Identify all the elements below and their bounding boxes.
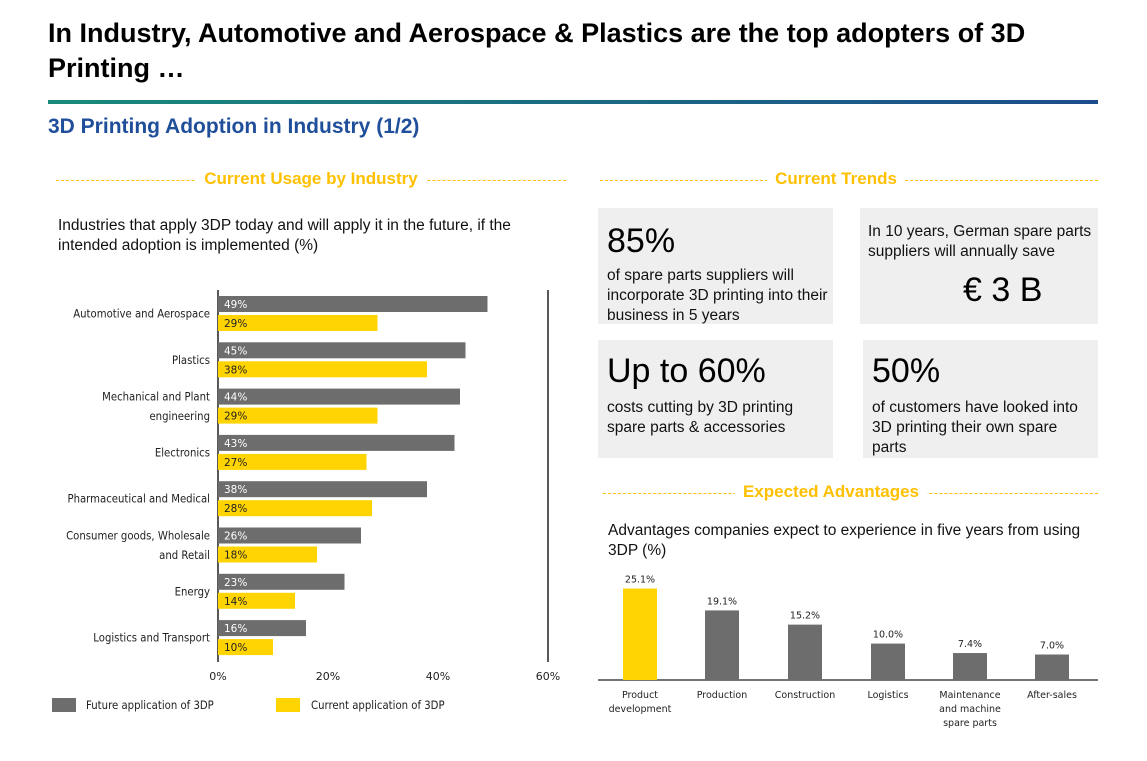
advantages-category-label: After-sales <box>1027 690 1077 701</box>
usage-bar-current-label: 14% <box>224 596 247 608</box>
legend-label-current: Current application of 3DP <box>311 698 445 712</box>
usage-bar-current-label: 29% <box>224 318 247 330</box>
usage-category-label: Logistics and Transport <box>93 631 210 645</box>
usage-bar-current-label: 38% <box>224 364 247 376</box>
legend-swatch-future <box>52 698 76 712</box>
usage-bar-future-label: 16% <box>224 623 247 635</box>
legend-label-future: Future application of 3DP <box>86 698 214 712</box>
advantages-category-label: Product <box>622 690 658 701</box>
legend-swatch-current <box>276 698 300 712</box>
page-title: In Industry, Automotive and Aerospace & … <box>48 18 1026 83</box>
advantages-bar-label: 7.4% <box>958 639 982 650</box>
trend-card-cost-cutting: Up to 60% costs cutting by 3D printing s… <box>598 340 833 458</box>
trend-card-savings: In 10 years, German spare parts supplier… <box>860 208 1098 324</box>
usage-bar-current <box>218 639 273 656</box>
advantages-bar-label: 19.1% <box>707 596 737 607</box>
usage-bar-future-label: 44% <box>224 392 247 404</box>
usage-category-label: and Retail <box>159 548 210 562</box>
usage-bar-current <box>218 546 317 563</box>
usage-bar-current <box>218 453 367 470</box>
usage-x-tick-label: 60% <box>536 670 560 683</box>
advantages-bar <box>788 624 822 680</box>
trend-card-cost-cutting-text: costs cutting by 3D printing spare parts… <box>607 399 794 436</box>
advantages-bar-label: 7.0% <box>1040 641 1064 652</box>
usage-bar-future-label: 38% <box>224 484 247 496</box>
advantages-bar <box>953 653 987 680</box>
usage-bar-current <box>218 592 295 609</box>
advantages-category-label: development <box>609 704 672 715</box>
usage-caption: Industries that apply 3DP today and will… <box>58 217 511 254</box>
trend-card-customers: 50% of customers have looked into 3D pri… <box>863 340 1098 458</box>
usage-bar-current-label: 27% <box>224 457 247 469</box>
usage-bar-future-label: 43% <box>224 438 247 450</box>
usage-x-tick-label: 0% <box>209 670 226 683</box>
usage-bar-current-label: 18% <box>224 550 247 562</box>
usage-category-label: Consumer goods, Wholesale <box>66 529 210 543</box>
page-subtitle: 3D Printing Adoption in Industry (1/2) <box>48 115 420 138</box>
usage-bar-future <box>218 573 345 590</box>
advantages-bar-label: 10.0% <box>873 630 903 641</box>
usage-bar-future <box>218 481 427 498</box>
usage-bar-current <box>218 500 372 517</box>
usage-bar-current <box>218 407 378 424</box>
advantages-category-label: Production <box>697 690 748 701</box>
usage-category-label: Pharmaceutical and Medical <box>67 492 210 506</box>
usage-category-label: engineering <box>149 409 210 423</box>
trend-card-spare-parts: 85% of spare parts suppliers will incorp… <box>598 208 833 324</box>
trend-card-customers-value: 50% <box>872 352 941 390</box>
advantages-caption: Advantages companies expect to experienc… <box>608 522 1081 559</box>
usage-category-label: Mechanical and Plant <box>102 390 210 404</box>
usage-bar-future-label: 45% <box>224 345 247 357</box>
usage-bar-future <box>218 296 488 312</box>
usage-section-heading: Current Usage by Industry <box>196 169 426 188</box>
trend-card-cost-cutting-value: Up to 60% <box>607 352 766 390</box>
trend-card-savings-value: € 3 B <box>963 271 1043 309</box>
advantages-bar-label: 25.1% <box>625 575 655 586</box>
advantages-bar-label: 15.2% <box>790 611 820 622</box>
usage-x-tick-label: 20% <box>316 670 340 683</box>
usage-bar-future-label: 49% <box>224 299 247 311</box>
usage-bar-current-label: 10% <box>224 642 247 654</box>
trend-card-spare-parts-value: 85% <box>607 222 676 260</box>
trends-section-heading: Current Trends <box>767 169 905 188</box>
usage-bar-current-label: 28% <box>224 503 247 515</box>
advantages-category-label: and machine <box>939 704 1001 715</box>
usage-bar-future <box>218 620 306 637</box>
usage-bar-current <box>218 361 427 378</box>
advantages-category-label: spare parts <box>943 718 997 729</box>
advantages-category-label: Construction <box>775 690 836 701</box>
usage-section-heading-wrap: Current Usage by Industry <box>56 169 566 189</box>
trend-card-customers-text: of customers have looked into 3D printin… <box>872 399 1078 456</box>
usage-bar-future-label: 26% <box>224 531 247 543</box>
usage-bar-current-label: 29% <box>224 411 247 423</box>
usage-category-label: Automotive and Aerospace <box>73 307 210 321</box>
advantages-category-label: Logistics <box>867 690 908 701</box>
usage-bar-future <box>218 434 455 451</box>
trend-card-savings-text: In 10 years, German spare parts supplier… <box>868 223 1092 260</box>
usage-bar-future <box>218 388 460 405</box>
usage-bar-future <box>218 342 466 359</box>
title-divider <box>48 100 1098 104</box>
advantages-section-heading: Expected Advantages <box>734 482 928 501</box>
advantages-category-label: Maintenance <box>939 690 1000 701</box>
usage-category-label: Plastics <box>172 353 210 367</box>
trend-card-spare-parts-text: of spare parts suppliers will incorporat… <box>607 267 828 324</box>
usage-x-tick-label: 40% <box>426 670 450 683</box>
advantages-bar <box>1035 654 1069 680</box>
usage-bar-future <box>218 527 361 544</box>
usage-bar-current <box>218 315 378 331</box>
advantages-bar <box>623 588 657 680</box>
usage-bar-future-label: 23% <box>224 577 247 589</box>
usage-category-label: Electronics <box>155 446 210 460</box>
advantages-bar <box>705 610 739 680</box>
usage-category-label: Energy <box>175 585 211 599</box>
advantages-section-heading-wrap: Expected Advantages <box>603 482 1059 502</box>
trends-section-heading-wrap: Current Trends <box>600 169 1072 189</box>
advantages-bar <box>871 643 905 680</box>
